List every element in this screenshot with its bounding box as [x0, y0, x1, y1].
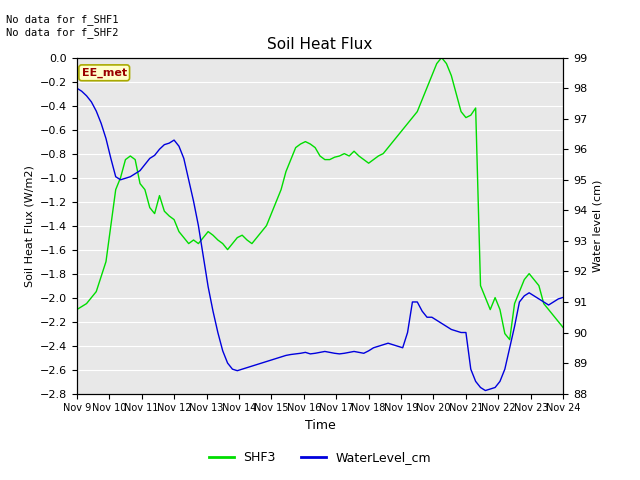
Text: No data for f_SHF1
No data for f_SHF2: No data for f_SHF1 No data for f_SHF2	[6, 14, 119, 38]
Legend: SHF3, WaterLevel_cm: SHF3, WaterLevel_cm	[204, 446, 436, 469]
X-axis label: Time: Time	[305, 419, 335, 432]
Title: Soil Heat Flux: Soil Heat Flux	[268, 37, 372, 52]
Text: EE_met: EE_met	[82, 68, 127, 78]
Y-axis label: Water level (cm): Water level (cm)	[593, 180, 603, 272]
Y-axis label: Soil Heat Flux (W/m2): Soil Heat Flux (W/m2)	[24, 165, 35, 287]
